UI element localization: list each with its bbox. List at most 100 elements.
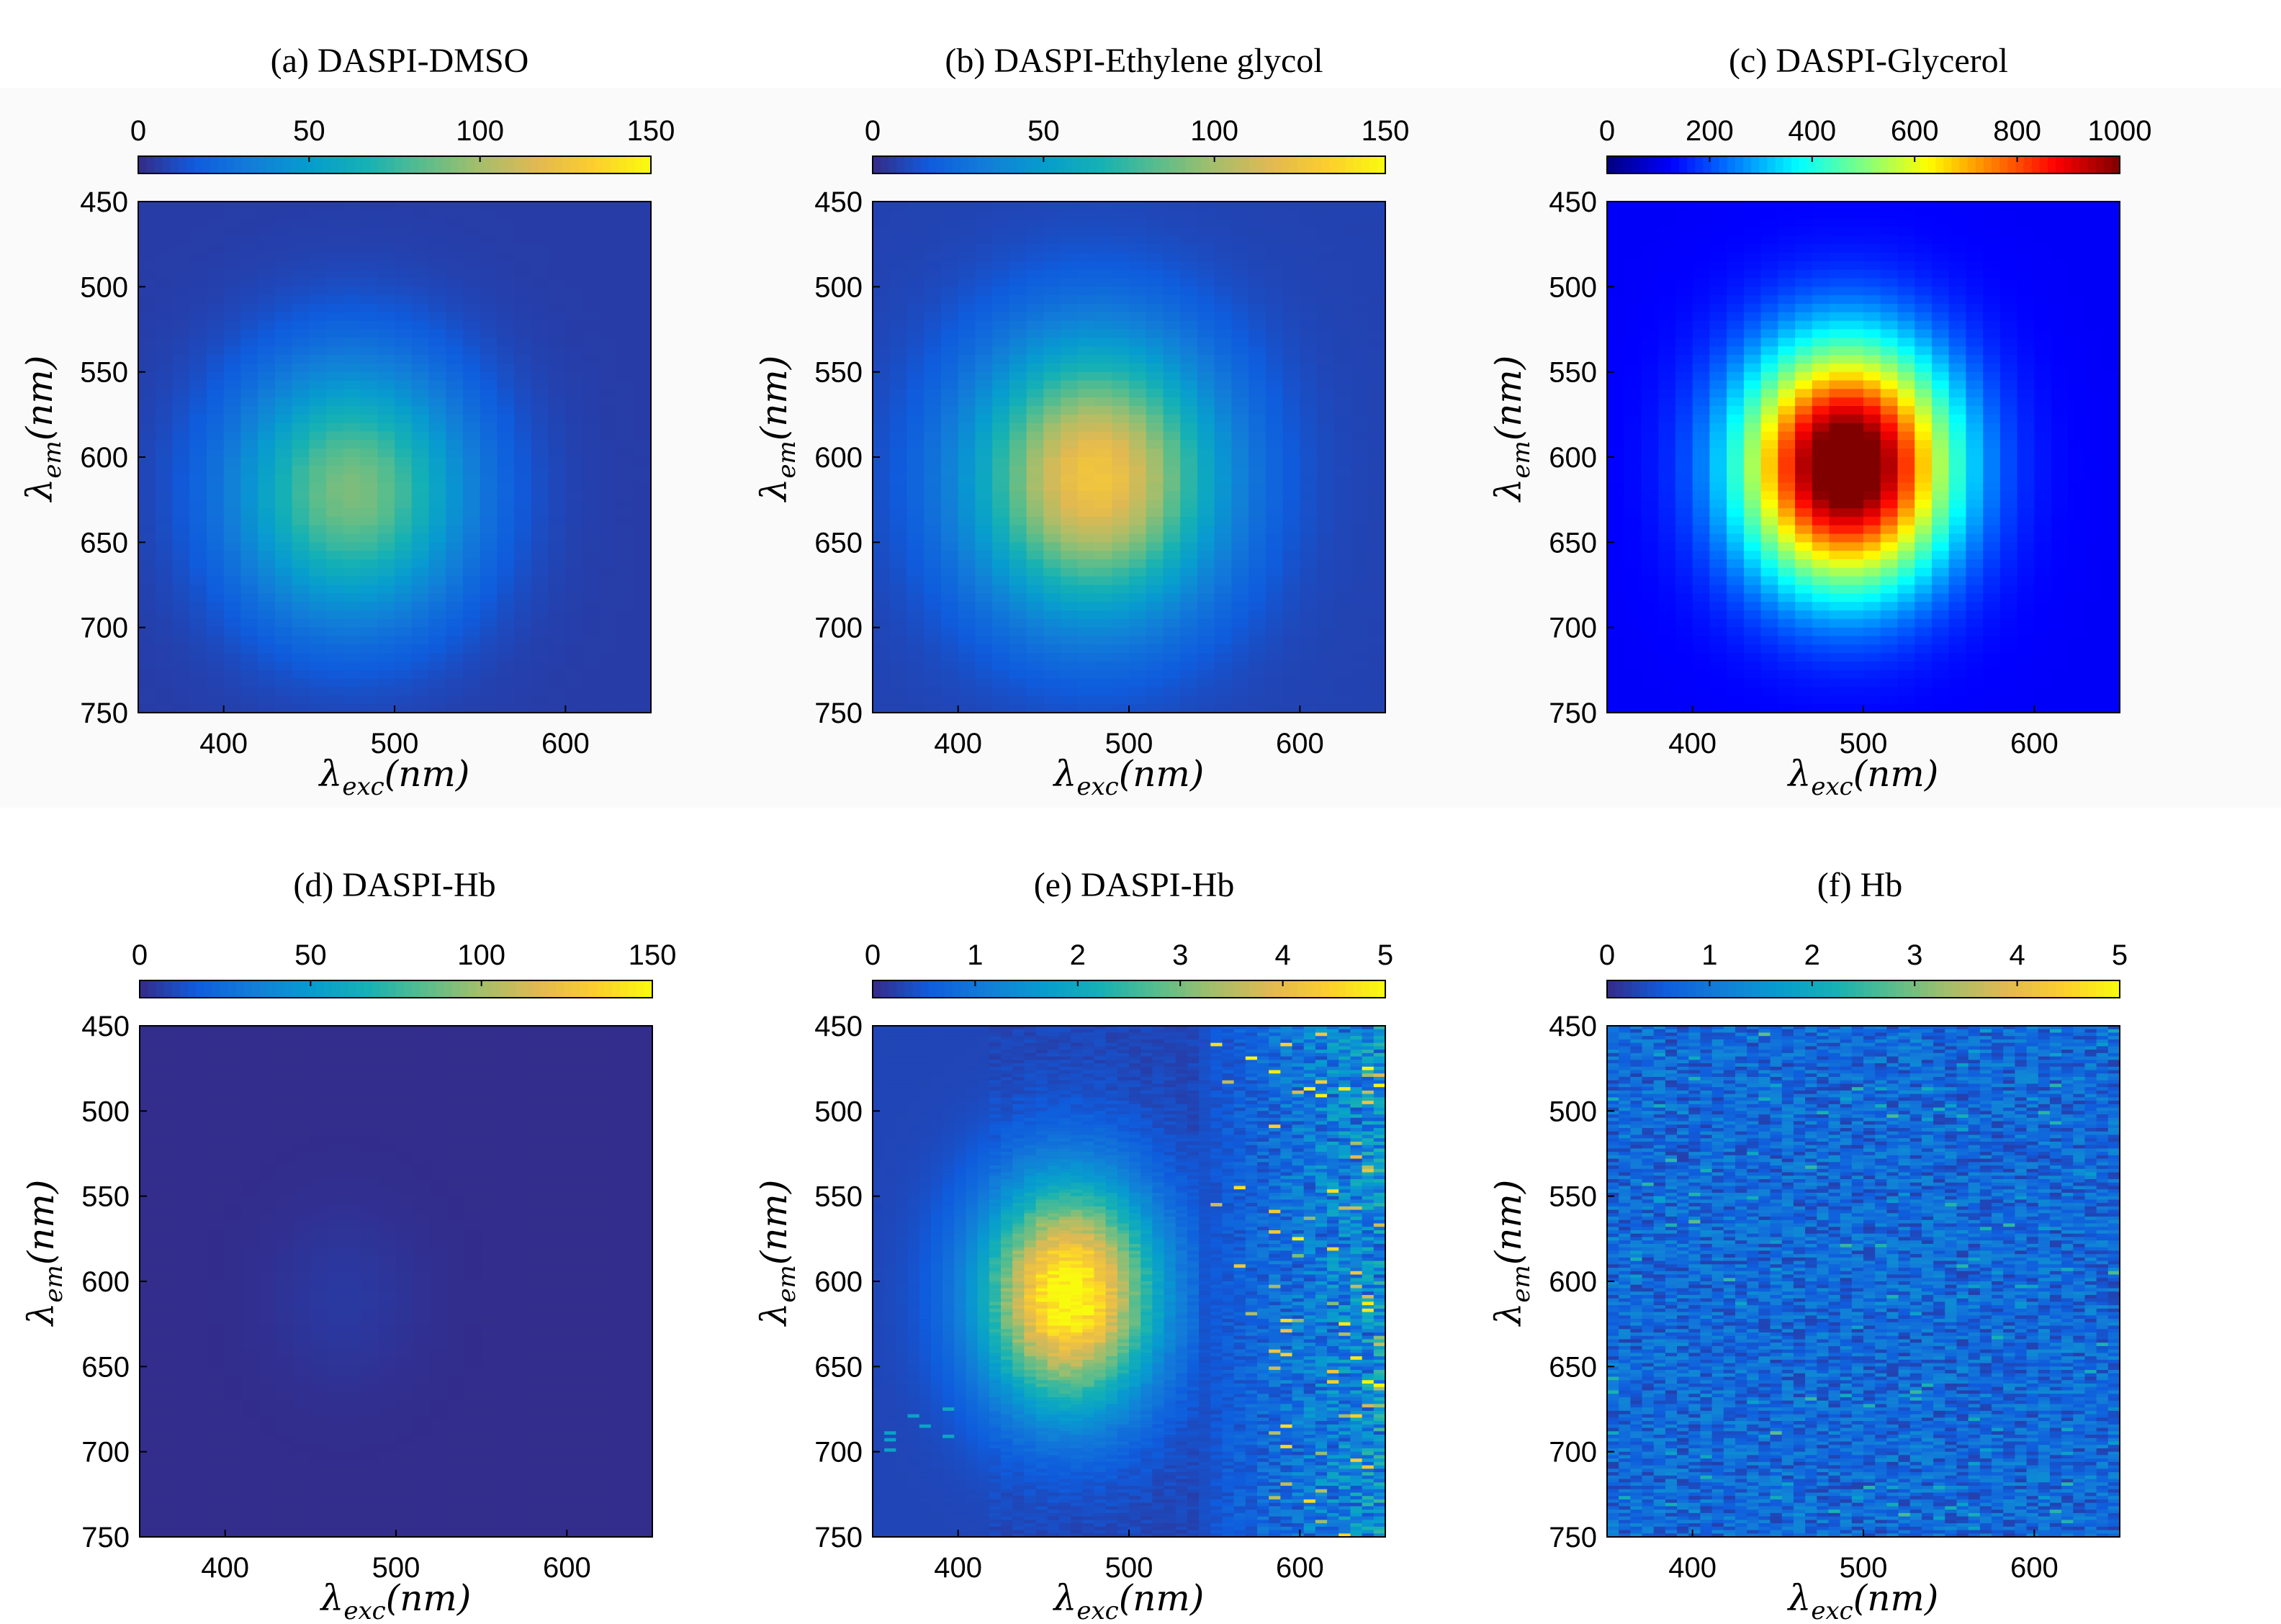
heatmap-cell bbox=[360, 329, 378, 338]
heatmap-cell bbox=[1163, 431, 1181, 441]
heatmap-cell bbox=[1043, 610, 1061, 620]
heatmap-cell bbox=[446, 695, 464, 705]
heatmap-cell bbox=[1265, 551, 1284, 560]
heatmap-cell bbox=[343, 389, 361, 398]
heatmap-cell bbox=[274, 363, 293, 373]
heatmap-cell bbox=[1641, 431, 1659, 441]
x-tick-label: 600 bbox=[1276, 728, 1324, 759]
heatmap-cell bbox=[1300, 585, 1318, 594]
heatmap-cell bbox=[1026, 491, 1044, 500]
heatmap-cell bbox=[906, 593, 924, 603]
heatmap-cell bbox=[958, 457, 976, 466]
heatmap-cell bbox=[634, 414, 652, 424]
heatmap-cell bbox=[411, 516, 430, 526]
heatmap-cell bbox=[172, 542, 190, 551]
heatmap-cell bbox=[292, 440, 310, 449]
heatmap-cell bbox=[1607, 227, 1625, 236]
heatmap-cell bbox=[1812, 457, 1830, 466]
heatmap-cell bbox=[138, 295, 156, 304]
heatmap-cell bbox=[1333, 627, 1352, 637]
heatmap-cell bbox=[940, 593, 959, 603]
heatmap-cell bbox=[292, 209, 310, 220]
heatmap-cell bbox=[1948, 406, 1966, 415]
heatmap-cell bbox=[1265, 278, 1284, 287]
heatmap-cell bbox=[1009, 209, 1027, 220]
heatmap-cell bbox=[531, 338, 549, 347]
heatmap-cell bbox=[1846, 312, 1864, 322]
heatmap-cell bbox=[428, 320, 446, 330]
heatmap-cell bbox=[2034, 209, 2052, 220]
heatmap-cell bbox=[1709, 312, 1727, 322]
heatmap-cell bbox=[2051, 346, 2069, 356]
heatmap-cell bbox=[548, 551, 566, 560]
heatmap-cell bbox=[1043, 295, 1061, 304]
heatmap-cell bbox=[599, 218, 618, 228]
heatmap-cell bbox=[1026, 627, 1044, 637]
heatmap-cell bbox=[992, 209, 1010, 220]
heatmap-cell bbox=[599, 261, 618, 271]
heatmap-cell bbox=[1112, 687, 1130, 696]
heatmap-cell bbox=[531, 295, 549, 304]
heatmap-cell bbox=[906, 397, 924, 407]
heatmap-cell bbox=[1163, 269, 1181, 279]
heatmap-cell bbox=[1180, 610, 1198, 620]
heatmap-cell bbox=[274, 227, 293, 236]
heatmap-cell bbox=[2085, 269, 2103, 279]
heatmap-cell bbox=[206, 355, 225, 364]
heatmap-cell bbox=[1624, 533, 1642, 543]
heatmap-cell bbox=[531, 414, 549, 424]
heatmap-cell bbox=[924, 235, 942, 245]
heatmap-cell bbox=[975, 457, 993, 466]
heatmap-cell bbox=[1658, 338, 1676, 347]
heatmap-cell bbox=[1641, 397, 1659, 407]
heatmap-cell bbox=[992, 235, 1010, 245]
heatmap-cell bbox=[1197, 414, 1215, 424]
heatmap-cell bbox=[873, 440, 891, 449]
heatmap-cell bbox=[206, 593, 225, 603]
heatmap-cell bbox=[514, 227, 532, 236]
heatmap-cell bbox=[599, 516, 618, 526]
heatmap-cell bbox=[1094, 227, 1112, 236]
heatmap-cell bbox=[514, 602, 532, 611]
heatmap-cell bbox=[873, 516, 891, 526]
heatmap-cell bbox=[343, 482, 361, 492]
heatmap-cell bbox=[1727, 218, 1745, 228]
heatmap-cell bbox=[2102, 295, 2120, 304]
heatmap-cell bbox=[1197, 516, 1215, 526]
colorbar-segment bbox=[258, 156, 267, 173]
heatmap-cell bbox=[428, 678, 446, 688]
heatmap-cell bbox=[1094, 516, 1112, 526]
heatmap-cell bbox=[480, 448, 498, 458]
heatmap-cell bbox=[1658, 287, 1676, 296]
heatmap-cell bbox=[1061, 253, 1079, 262]
heatmap-cell bbox=[531, 567, 549, 577]
heatmap-cell bbox=[1983, 397, 2001, 407]
heatmap-cell bbox=[2102, 227, 2120, 236]
heatmap-cell bbox=[138, 202, 156, 211]
heatmap-cell bbox=[258, 567, 276, 577]
heatmap-cell bbox=[1300, 695, 1318, 705]
heatmap-cell bbox=[1300, 397, 1318, 407]
heatmap-cell bbox=[1607, 431, 1625, 441]
heatmap-cell bbox=[1948, 508, 1966, 518]
heatmap-cell bbox=[1915, 287, 1933, 296]
heatmap-cell bbox=[1692, 202, 1710, 211]
heatmap-cell bbox=[1863, 516, 1881, 526]
heatmap-cell bbox=[326, 585, 344, 594]
heatmap-cell bbox=[446, 414, 464, 424]
heatmap-cell bbox=[1265, 338, 1284, 347]
heatmap-cell bbox=[599, 389, 618, 398]
heatmap-cells bbox=[1607, 202, 2120, 713]
heatmap-cell bbox=[958, 278, 976, 287]
heatmap-cell bbox=[360, 465, 378, 475]
heatmap-cell bbox=[172, 235, 190, 245]
heatmap-cell bbox=[1249, 235, 1267, 245]
heatmap-cell bbox=[1675, 227, 1693, 236]
heatmap-cell bbox=[906, 380, 924, 389]
heatmap-cell bbox=[548, 346, 566, 356]
heatmap-cell bbox=[258, 500, 276, 509]
heatmap-cell bbox=[1231, 576, 1249, 586]
heatmap-cell bbox=[1795, 516, 1813, 526]
heatmap-cell bbox=[1009, 567, 1027, 577]
heatmap-cell bbox=[480, 695, 498, 705]
